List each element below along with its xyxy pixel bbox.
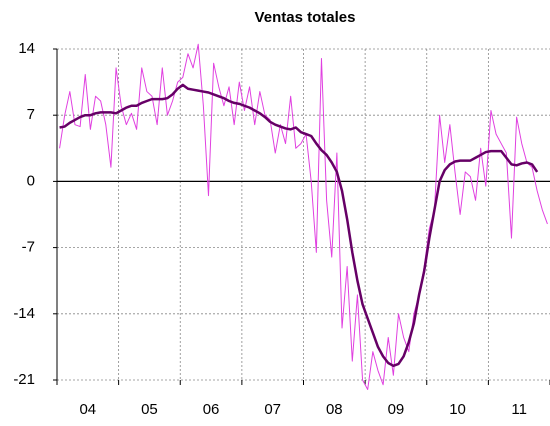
y-tick-label: 0	[27, 172, 35, 189]
series-line	[59, 83, 539, 368]
x-tick-label: 09	[388, 401, 405, 418]
y-tick-label: 14	[18, 40, 35, 57]
chart-title: Ventas totales	[255, 9, 356, 26]
x-tick-label: 11	[511, 401, 527, 418]
x-tick-label: 08	[326, 401, 343, 418]
x-tick-label: 10	[449, 401, 466, 418]
y-tick-label: -21	[13, 371, 35, 388]
x-tick-label: 04	[79, 401, 96, 418]
x-tick-label: 07	[264, 401, 281, 418]
y-tick-label: -7	[22, 239, 35, 256]
y-tick-label: -14	[13, 305, 35, 322]
y-tick-label: 7	[27, 106, 35, 123]
x-tick-label: 05	[141, 401, 158, 418]
series-line	[59, 43, 548, 390]
x-tick-label: 06	[203, 401, 220, 418]
